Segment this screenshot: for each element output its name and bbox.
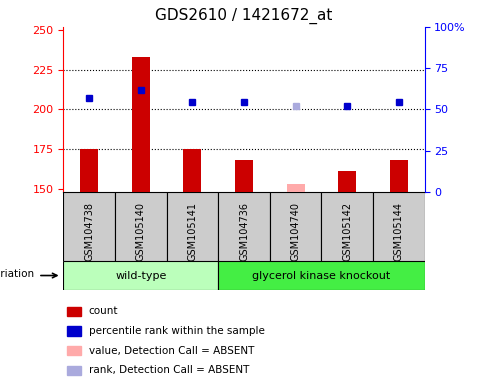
Text: GSM104736: GSM104736 bbox=[239, 202, 249, 262]
Bar bbox=[67, 306, 81, 316]
Bar bbox=[166, 192, 218, 261]
Bar bbox=[390, 160, 408, 192]
Bar bbox=[218, 192, 270, 261]
Bar bbox=[270, 192, 322, 261]
Text: GSM104738: GSM104738 bbox=[84, 202, 94, 262]
Bar bbox=[67, 366, 81, 375]
Bar bbox=[132, 57, 150, 192]
Text: wild-type: wild-type bbox=[115, 270, 166, 281]
Bar bbox=[63, 261, 218, 290]
Text: glycerol kinase knockout: glycerol kinase knockout bbox=[252, 270, 390, 281]
Text: GSM105141: GSM105141 bbox=[187, 202, 198, 262]
Bar bbox=[80, 149, 98, 192]
Bar bbox=[67, 326, 81, 336]
Text: percentile rank within the sample: percentile rank within the sample bbox=[89, 326, 264, 336]
Bar bbox=[338, 171, 356, 192]
Title: GDS2610 / 1421672_at: GDS2610 / 1421672_at bbox=[155, 8, 333, 24]
Text: GSM104740: GSM104740 bbox=[290, 202, 301, 262]
Text: GSM105142: GSM105142 bbox=[342, 202, 352, 262]
Bar bbox=[67, 346, 81, 355]
Bar bbox=[286, 184, 305, 192]
Text: GSM105144: GSM105144 bbox=[394, 202, 404, 262]
Text: rank, Detection Call = ABSENT: rank, Detection Call = ABSENT bbox=[89, 365, 249, 375]
Bar bbox=[218, 261, 425, 290]
Bar bbox=[63, 192, 115, 261]
Bar bbox=[115, 192, 166, 261]
Bar bbox=[235, 160, 253, 192]
Text: genotype/variation: genotype/variation bbox=[0, 269, 35, 279]
Bar bbox=[322, 192, 373, 261]
Text: GSM105140: GSM105140 bbox=[136, 202, 146, 262]
Text: value, Detection Call = ABSENT: value, Detection Call = ABSENT bbox=[89, 346, 254, 356]
Text: count: count bbox=[89, 306, 118, 316]
Bar bbox=[373, 192, 425, 261]
Bar bbox=[183, 149, 202, 192]
